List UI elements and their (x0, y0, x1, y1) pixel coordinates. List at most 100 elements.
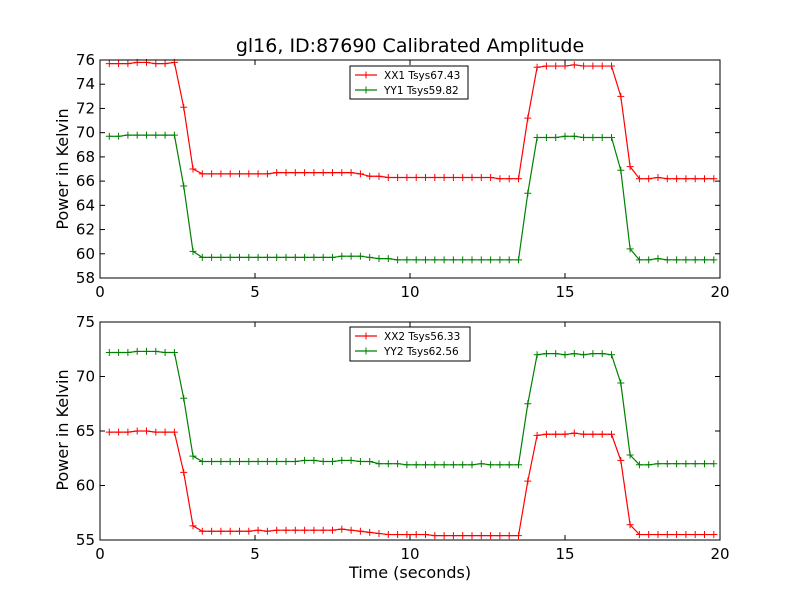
data-point (384, 531, 392, 539)
data-point (143, 427, 150, 435)
data-point (505, 532, 513, 540)
data-point (105, 428, 113, 436)
y-tick-label: 70 (76, 124, 95, 142)
data-point (626, 245, 634, 253)
data-point (533, 134, 541, 142)
y-tick-label: 68 (76, 148, 95, 166)
data-point (254, 253, 262, 261)
chart-title: gl16, ID:87690 Calibrated Amplitude (236, 35, 584, 57)
data-point (375, 529, 383, 537)
data-point (422, 173, 429, 181)
data-point (236, 527, 243, 535)
data-point (449, 461, 457, 469)
data-point (710, 175, 718, 183)
data-point (115, 132, 123, 140)
data-point (710, 460, 718, 468)
data-point (477, 173, 485, 181)
top-panel: Power in Kelvin 0 5 10 15 20 58 60 62 64 66 68 70 72… (53, 51, 730, 301)
data-point (645, 531, 653, 539)
data-point (468, 256, 476, 264)
data-point (449, 532, 457, 540)
data-point (635, 256, 643, 264)
data-point (635, 175, 643, 183)
data-point (282, 253, 290, 261)
data-point (143, 131, 150, 139)
data-point (533, 351, 541, 359)
data-point (245, 170, 253, 178)
data-point (440, 461, 448, 469)
data-point (310, 456, 318, 464)
data-point (189, 452, 197, 460)
data-point (542, 134, 550, 142)
data-point (226, 458, 234, 466)
data-point (115, 60, 123, 68)
x-tick-label: 15 (555, 545, 574, 563)
data-point (152, 131, 160, 139)
x-tick-label: 10 (400, 283, 419, 301)
legend-marker (362, 71, 370, 79)
data-point (115, 349, 123, 357)
data-point (515, 461, 522, 469)
data-point (673, 175, 681, 183)
data-point (701, 256, 708, 264)
y-tick-label: 55 (76, 531, 95, 549)
y-tick-label: 60 (76, 245, 95, 263)
data-point (515, 175, 522, 183)
data-point (561, 430, 569, 438)
data-point (589, 62, 597, 70)
data-point (701, 460, 708, 468)
data-point (301, 253, 309, 261)
data-point (645, 175, 653, 183)
data-point (301, 169, 309, 177)
x-tick-label: 10 (400, 545, 419, 563)
data-point (431, 461, 439, 469)
data-point (505, 461, 513, 469)
y-tick-label: 62 (76, 221, 95, 239)
data-point (329, 526, 336, 534)
data-point (152, 428, 160, 436)
data-point (533, 63, 541, 71)
data-point (310, 253, 318, 261)
y-tick-label: 65 (76, 422, 95, 440)
data-point (198, 253, 206, 261)
data-point (347, 169, 355, 177)
y-tick-label: 75 (76, 313, 95, 331)
data-point (459, 173, 467, 181)
data-point (524, 114, 532, 122)
data-point (356, 527, 364, 535)
data-point (133, 131, 141, 139)
data-point (598, 350, 606, 358)
data-point (552, 62, 560, 70)
data-point (273, 526, 281, 534)
data-point (133, 347, 141, 355)
data-point (580, 62, 588, 70)
data-point (542, 62, 550, 70)
data-point (598, 134, 606, 142)
data-point (422, 461, 429, 469)
data-point (124, 60, 132, 68)
data-point (310, 169, 318, 177)
data-point (366, 172, 374, 180)
data-point (431, 256, 439, 264)
data-point (505, 256, 513, 264)
data-point (561, 132, 569, 140)
legend-box (349, 326, 471, 362)
data-point (608, 430, 615, 438)
data-point (375, 255, 383, 263)
data-point (617, 456, 625, 464)
data-point (440, 256, 448, 264)
data-point (663, 256, 671, 264)
data-point (626, 521, 634, 529)
legend-marker (362, 347, 370, 355)
data-point (217, 527, 225, 535)
data-point (394, 460, 402, 468)
data-point (477, 460, 485, 468)
data-point (524, 400, 532, 408)
data-point (496, 532, 504, 540)
data-point (598, 62, 606, 70)
data-point (347, 526, 355, 534)
data-point (198, 170, 206, 178)
data-point (542, 430, 550, 438)
data-point (505, 175, 513, 183)
